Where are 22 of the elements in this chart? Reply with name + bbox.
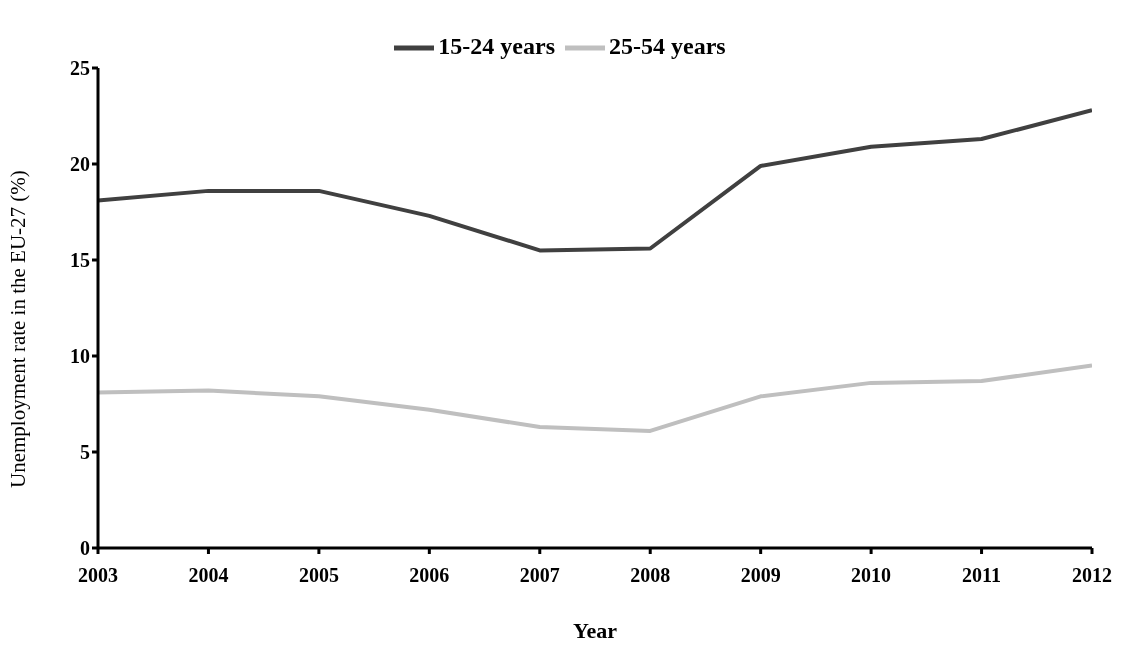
x-tick-label: 2009: [740, 564, 781, 587]
x-axis-title: Year: [573, 618, 618, 643]
line-series: [98, 108, 1092, 253]
x-tick-label: 2011: [962, 564, 1002, 587]
y-axis-title: Unemployment rate in the EU-27 (%): [6, 170, 31, 488]
legend-label: 25-54 years: [609, 32, 726, 59]
x-tick-label: 2010: [851, 564, 892, 587]
y-tick-label: 25: [70, 57, 90, 80]
x-tick-label: 2007: [519, 564, 560, 587]
x-tick-label: 2003: [78, 564, 118, 587]
y-tick-label: 5: [80, 441, 90, 464]
x-tick-label: 2004: [188, 564, 229, 587]
x-tick-label: 2006: [409, 564, 450, 587]
legend-label: 15-24 years: [438, 32, 555, 59]
y-tick-label: 20: [70, 153, 90, 176]
x-tick-label: 2008: [630, 564, 671, 587]
x-tick-label: 2005: [298, 564, 339, 587]
x-tick-label: 2012: [1072, 564, 1112, 587]
y-tick-label: 10: [70, 345, 90, 368]
y-tick-label: 0: [80, 537, 90, 560]
y-tick-label: 15: [70, 249, 90, 272]
line-series: [98, 363, 1092, 433]
